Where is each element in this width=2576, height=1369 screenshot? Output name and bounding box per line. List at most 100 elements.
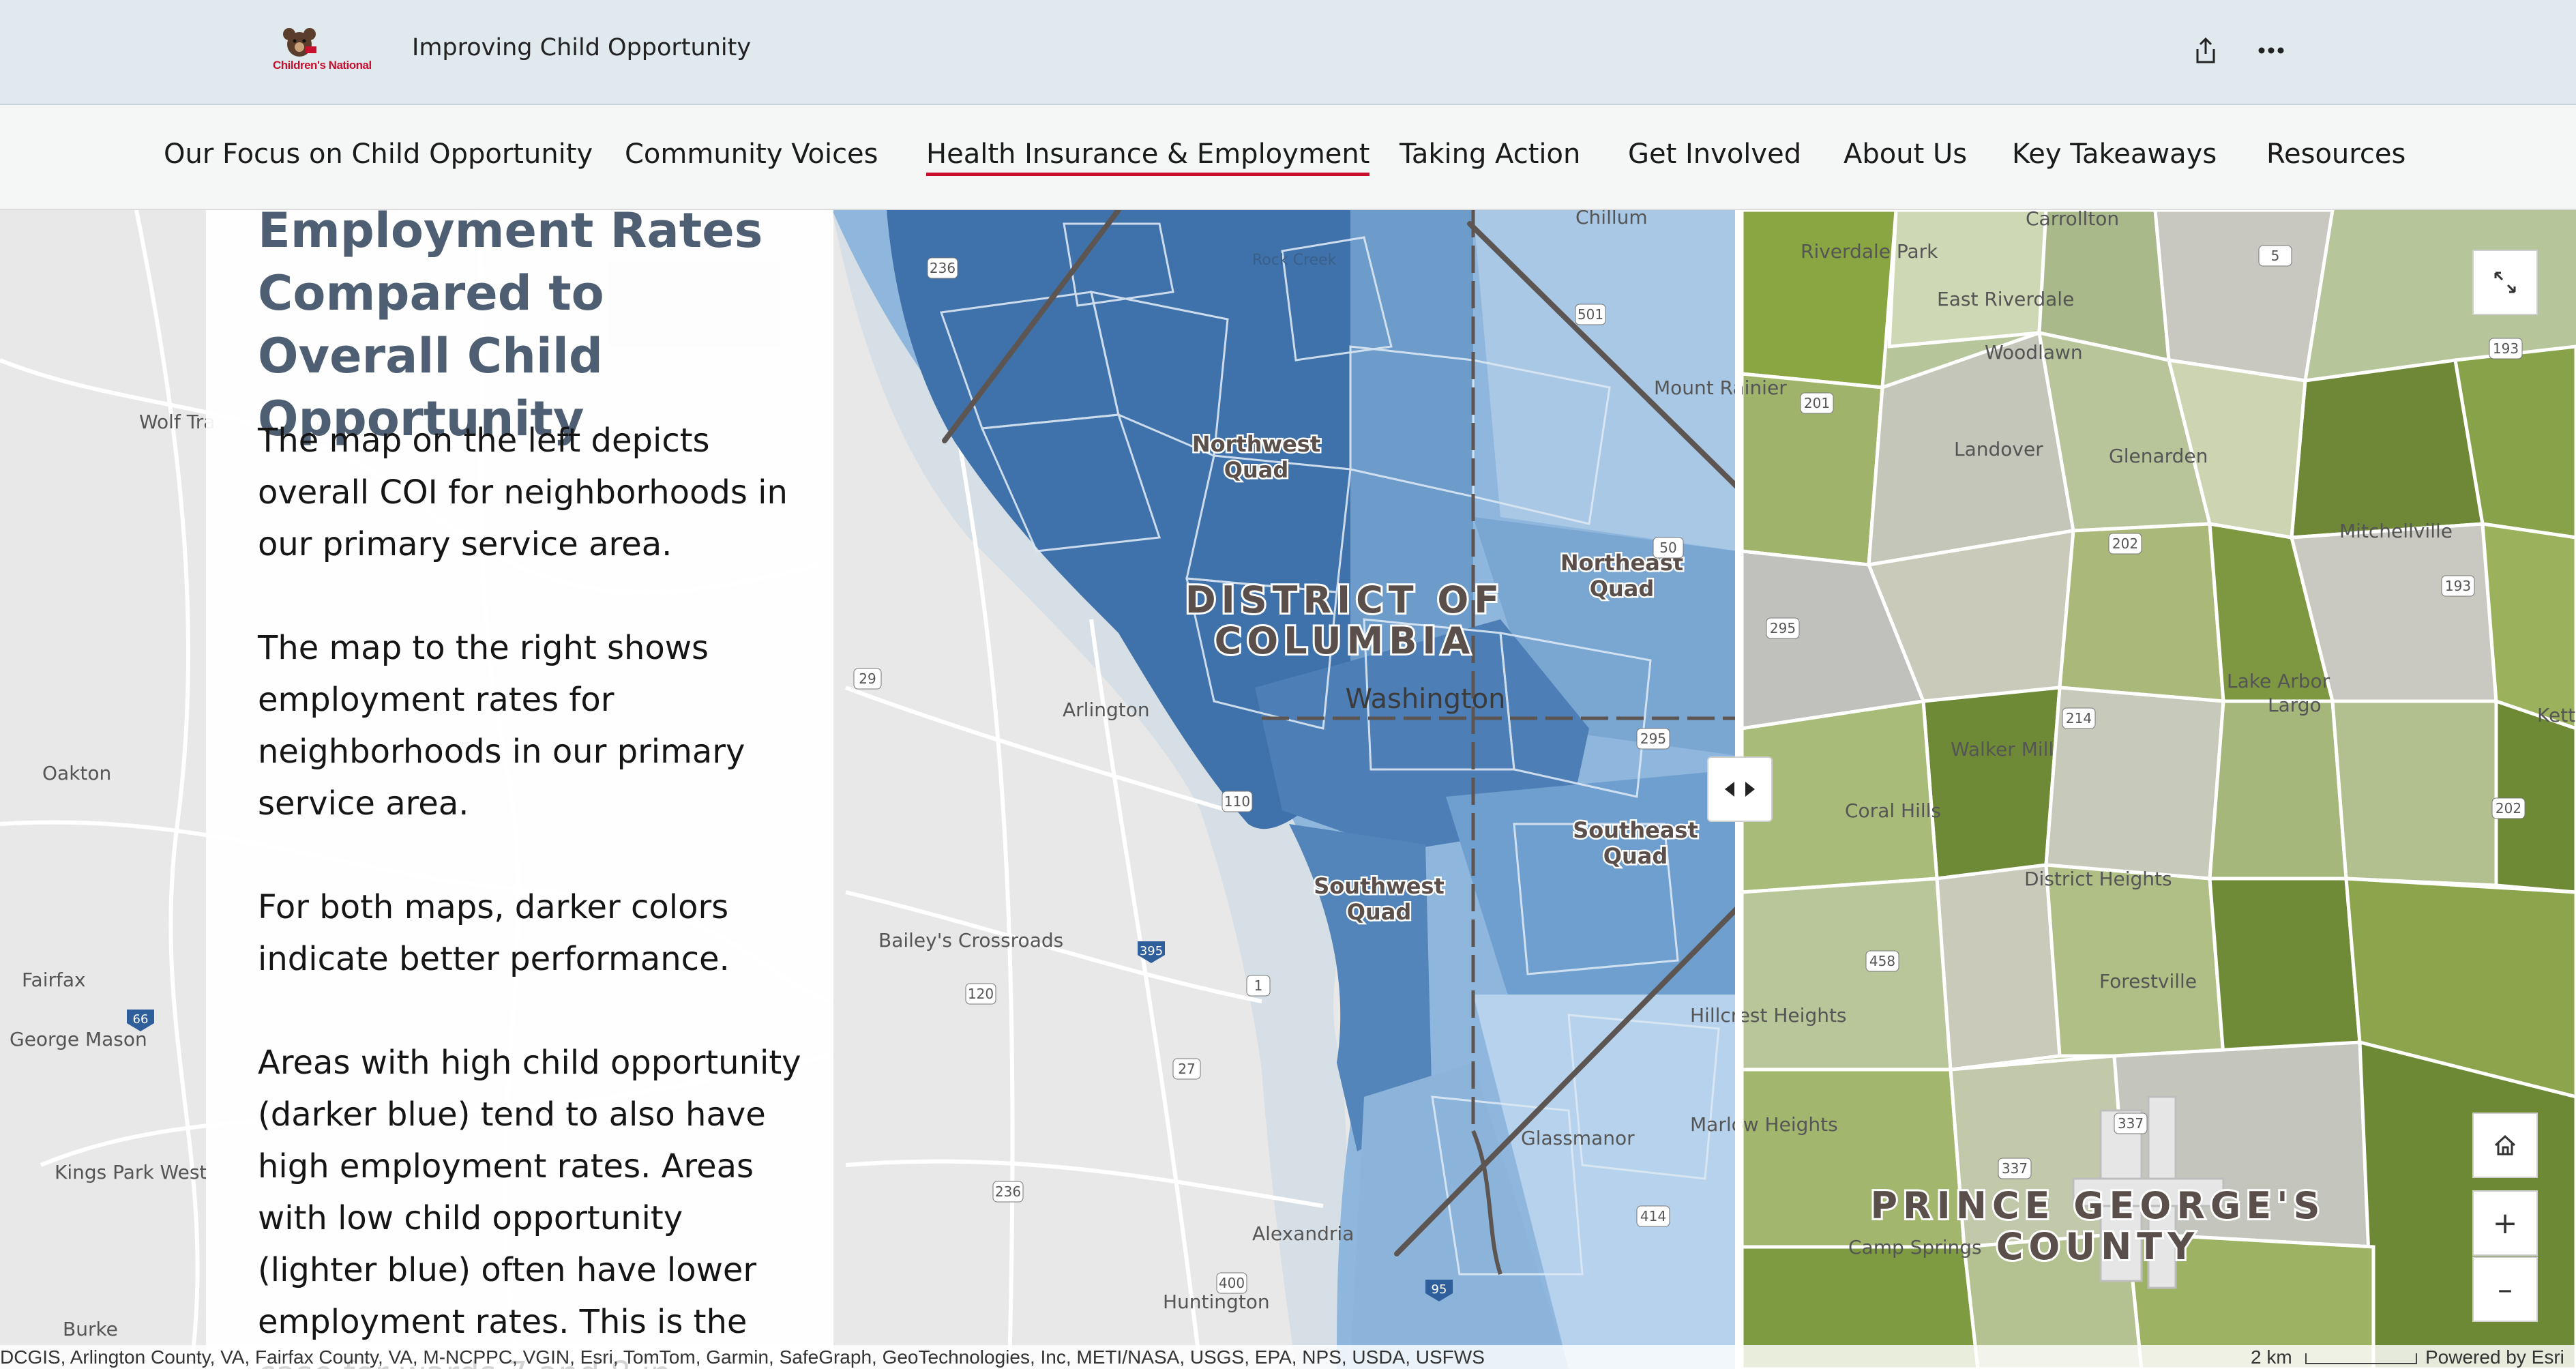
region-label-prince-georges: PRINCE GEORGE'S xyxy=(1870,1184,2325,1227)
story-title: Improving Child Opportunity xyxy=(412,34,752,61)
route-shield: 193 xyxy=(2441,575,2475,597)
route-shield: 27 xyxy=(1172,1058,1201,1080)
left-right-arrows-icon xyxy=(1725,782,1755,797)
svg-text:214: 214 xyxy=(2066,710,2092,726)
svg-text:501: 501 xyxy=(1578,306,1603,323)
svg-text:458: 458 xyxy=(1869,953,1895,969)
region-label-prince-georges: COUNTY xyxy=(1996,1225,2200,1268)
route-shield: 214 xyxy=(2062,707,2096,729)
nav-item-get-involved[interactable]: Get Involved xyxy=(1628,138,1802,170)
svg-text:201: 201 xyxy=(1804,395,1830,411)
swipe-handle[interactable] xyxy=(1707,756,1773,822)
quad-label: Southeast xyxy=(1573,817,1698,843)
route-shield: 201 xyxy=(1800,392,1834,414)
quad-label: Quad xyxy=(1603,843,1668,869)
place-label: District Heights xyxy=(2024,868,2172,890)
more-options-button[interactable] xyxy=(2249,29,2293,72)
svg-text:236: 236 xyxy=(930,260,956,276)
attribution-text: DCGIS, Arlington County, VA, Fairfax Cou… xyxy=(0,1346,1485,1368)
svg-text:29: 29 xyxy=(859,671,876,687)
route-shield: 202 xyxy=(2108,533,2142,555)
svg-text:95: 95 xyxy=(1432,1282,1447,1297)
childrens-national-logo[interactable]: Children's National xyxy=(273,26,375,74)
scale-bar xyxy=(2305,1353,2417,1364)
svg-text:1: 1 xyxy=(1254,977,1263,994)
panel-paragraph: Areas with high child opportunity (darke… xyxy=(258,1044,801,1369)
route-shield: 400 xyxy=(1216,1272,1247,1294)
panel-paragraph: The map on the left depicts overall COI … xyxy=(258,422,788,563)
route-shield: 337 xyxy=(1998,1158,2032,1179)
home-icon xyxy=(2494,1134,2516,1155)
route-shield: 202 xyxy=(2491,797,2526,819)
place-label: Huntington xyxy=(1163,1291,1270,1313)
place-label: Marlow Heights xyxy=(1690,1113,1838,1136)
route-shield: 295 xyxy=(1636,728,1670,750)
place-label: George Mason xyxy=(10,1028,147,1050)
place-label: Lake Arbor xyxy=(2227,670,2330,692)
route-shield: 120 xyxy=(965,983,996,1005)
share-button[interactable] xyxy=(2184,29,2227,72)
nav-item-community-voices[interactable]: Community Voices xyxy=(625,138,878,170)
place-label: Camp Springs xyxy=(1848,1236,1982,1258)
svg-text:66: 66 xyxy=(133,1012,149,1027)
place-label: Arlington xyxy=(1063,698,1150,721)
sidecar-text-panel: Employment Rates Compared to Overall Chi… xyxy=(206,210,833,1369)
place-label: Ketterin xyxy=(2537,704,2576,726)
zoom-in-button[interactable]: + xyxy=(2472,1190,2538,1256)
place-label: Riverdale Park xyxy=(1801,240,1938,263)
place-label: Fairfax xyxy=(22,969,86,991)
route-shield: 236 xyxy=(927,257,958,279)
svg-text:193: 193 xyxy=(2445,578,2471,594)
place-label: Kings Park West xyxy=(55,1161,207,1183)
scale-label: 2 km xyxy=(2251,1346,2292,1368)
svg-text:120: 120 xyxy=(968,986,994,1002)
zoom-out-button[interactable]: – xyxy=(2472,1256,2538,1322)
nav-item-resources[interactable]: Resources xyxy=(2266,138,2406,170)
ellipsis-icon xyxy=(2258,47,2284,54)
svg-text:395: 395 xyxy=(1140,944,1163,958)
svg-text:414: 414 xyxy=(1640,1208,1666,1224)
svg-text:202: 202 xyxy=(2112,535,2138,552)
nav-item-health-insurance-employment[interactable]: Health Insurance & Employment xyxy=(926,138,1370,176)
place-label: Glassmanor xyxy=(1521,1127,1635,1149)
map-attribution: DCGIS, Arlington County, VA, Fairfax Cou… xyxy=(0,1345,2576,1369)
place-label: Glenarden xyxy=(2109,445,2208,467)
nav-item-our-focus[interactable]: Our Focus on Child Opportunity xyxy=(164,138,593,170)
place-label: Landover xyxy=(1954,438,2043,460)
svg-text:5: 5 xyxy=(2271,248,2280,264)
quad-label: Northwest xyxy=(1192,431,1320,457)
powered-by: Powered by Esri xyxy=(2425,1346,2564,1368)
place-label: Chillum xyxy=(1575,210,1648,229)
quad-label: Southwest xyxy=(1314,873,1445,899)
esri-link[interactable]: Esri xyxy=(2531,1346,2564,1368)
panel-paragraph: The map to the right shows employment ra… xyxy=(258,629,745,823)
home-button[interactable] xyxy=(2472,1113,2538,1178)
place-label: Alexandria xyxy=(1252,1222,1354,1245)
svg-text:337: 337 xyxy=(2002,1160,2028,1177)
route-shield: 395 xyxy=(1138,941,1165,963)
route-shield: 50 xyxy=(1653,537,1684,559)
route-shield: 501 xyxy=(1575,304,1606,325)
route-shield: 193 xyxy=(2489,338,2523,359)
place-label: Mount Rainier xyxy=(1654,377,1787,399)
place-label: Bailey's Crossroads xyxy=(878,929,1063,952)
svg-text:337: 337 xyxy=(2118,1115,2144,1132)
nav-item-key-takeaways[interactable]: Key Takeaways xyxy=(2012,138,2217,170)
route-shield: 110 xyxy=(1222,791,1253,812)
teddy-bear-icon xyxy=(283,28,316,57)
expand-map-button[interactable] xyxy=(2472,250,2538,315)
place-label: Wolf Tra xyxy=(139,411,215,433)
nav-item-about-us[interactable]: About Us xyxy=(1844,138,1968,170)
route-shield: 458 xyxy=(1865,950,1899,972)
place-label: Mitchellville xyxy=(2339,520,2453,542)
story-navigation: Our Focus on Child Opportunity Community… xyxy=(0,105,2576,210)
place-label: Hillcrest Heights xyxy=(1690,1004,1847,1027)
svg-text:27: 27 xyxy=(1178,1061,1195,1077)
share-icon xyxy=(2196,37,2215,63)
route-shield: 414 xyxy=(1636,1205,1670,1227)
nav-item-taking-action[interactable]: Taking Action xyxy=(1400,138,1581,170)
svg-text:110: 110 xyxy=(1224,793,1250,810)
route-shield: 66 xyxy=(127,1010,154,1031)
place-label: Coral Hills xyxy=(1845,799,1941,822)
city-label-washington: Washington xyxy=(1345,683,1505,715)
